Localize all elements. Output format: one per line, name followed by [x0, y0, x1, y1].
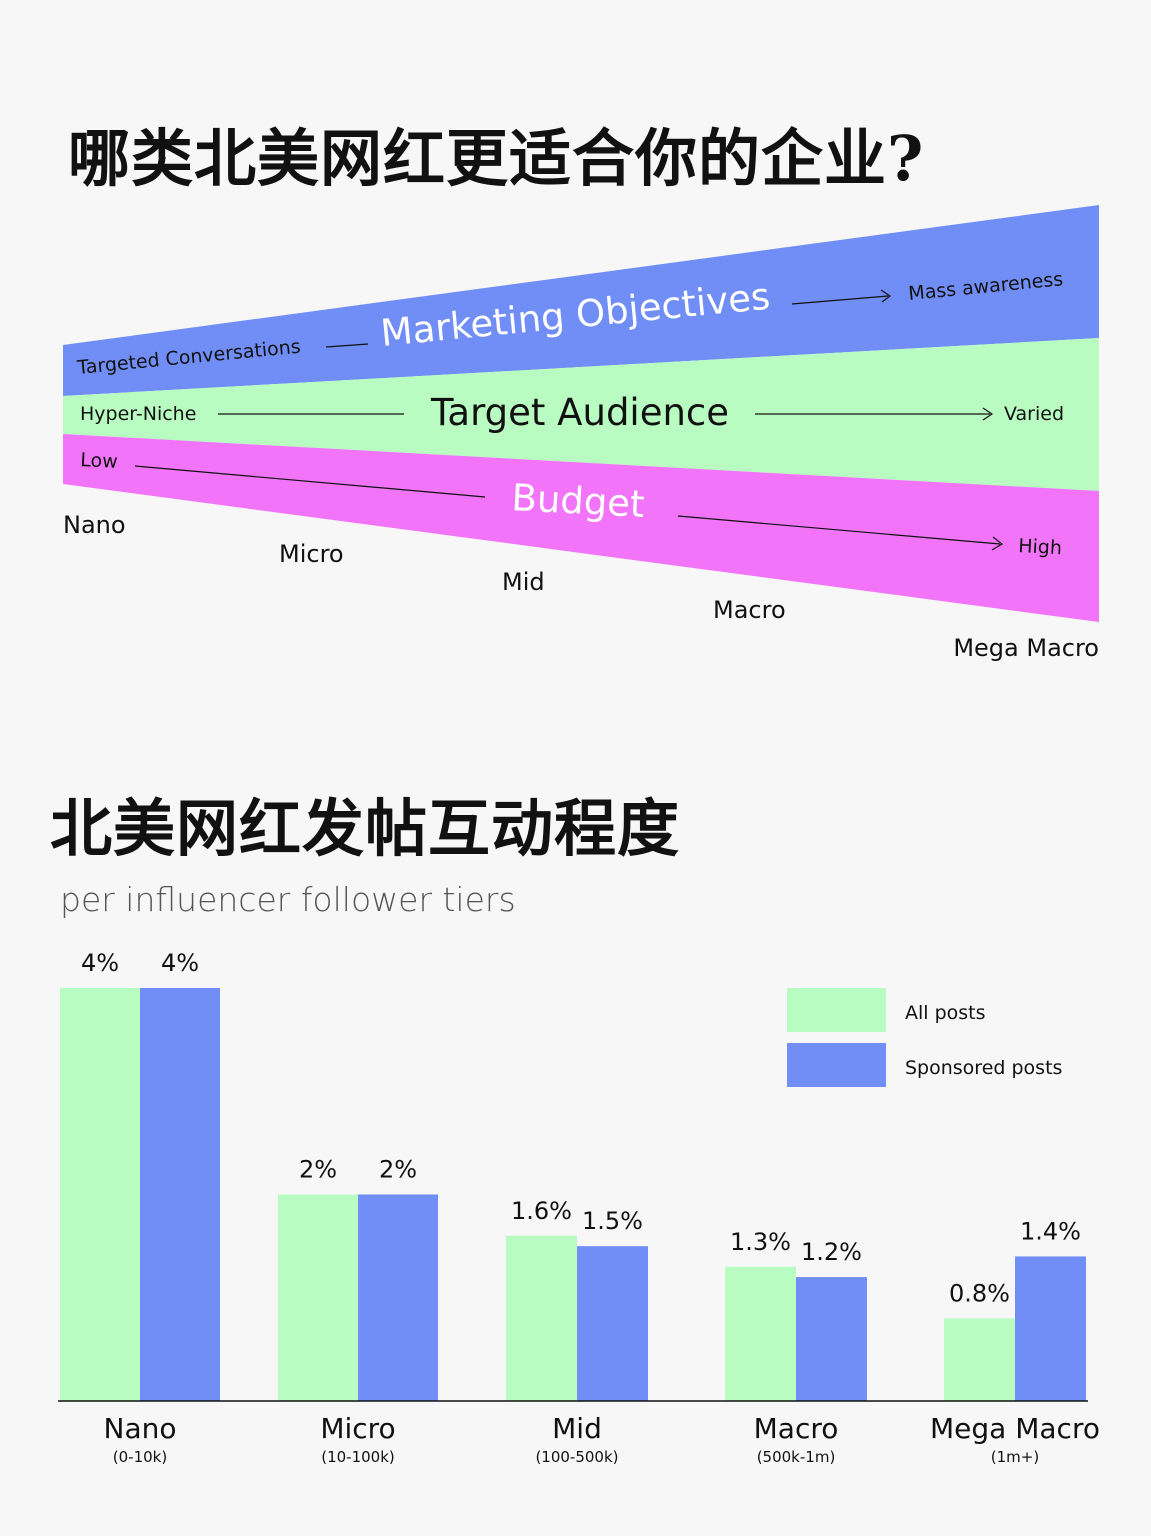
marketing-band — [63, 205, 1099, 396]
data-label-macro-all-posts: 1.3% — [730, 1228, 791, 1256]
budget-band — [63, 434, 1099, 622]
bar-mega-macro-all-posts — [944, 1318, 1015, 1401]
audience-left-label: Hyper-Niche — [80, 403, 196, 425]
bar-mid-sponsored-posts — [577, 1246, 648, 1401]
page-title-top: 哪类北美网红更适合你的企业? — [68, 122, 925, 195]
legend-label-sponsored-posts: Sponsored posts — [905, 1057, 1062, 1079]
x-tick-label-micro: Micro — [320, 1412, 395, 1445]
x-tick-range-nano: (0-10k) — [113, 1448, 167, 1466]
arrow-head-icon — [982, 407, 994, 421]
data-label-mid-sponsored-posts: 1.5% — [582, 1207, 643, 1235]
x-tick-label-macro: Macro — [754, 1412, 839, 1445]
data-label-macro-sponsored-posts: 1.2% — [801, 1238, 862, 1266]
audience-center-label: Target Audience — [430, 391, 729, 434]
tier-label-macro: Macro — [713, 596, 786, 624]
legend-swatch-all-posts — [787, 988, 886, 1032]
tier-label-nano: Nano — [63, 511, 126, 539]
bar-macro-sponsored-posts — [796, 1277, 867, 1401]
x-tick-range-mid: (100-500k) — [535, 1448, 618, 1466]
tier-label-micro: Micro — [279, 540, 344, 568]
audience-right-label: Varied — [1004, 403, 1064, 425]
bar-micro-sponsored-posts — [358, 1194, 438, 1401]
budget-center-label: Budget — [511, 476, 646, 526]
x-tick-range-macro: (500k-1m) — [757, 1448, 836, 1466]
tier-label-mega-macro: Mega Macro — [953, 634, 1099, 662]
legend-label-all-posts: All posts — [905, 1002, 986, 1024]
arrow-head-icon — [991, 536, 1004, 551]
data-label-mega-macro-sponsored-posts: 1.4% — [1020, 1217, 1081, 1245]
x-tick-range-mega-macro: (1m+) — [991, 1448, 1039, 1466]
audience-band — [63, 338, 1099, 491]
chart-subtitle: per influencer follower tiers — [60, 880, 516, 919]
chart-title: 北美网红发帖互动程度 — [50, 792, 681, 865]
data-label-micro-all-posts: 2% — [299, 1156, 337, 1184]
bar-micro-all-posts — [278, 1194, 358, 1401]
data-label-mid-all-posts: 1.6% — [511, 1197, 572, 1225]
budget-left-line — [134, 465, 486, 498]
data-label-micro-sponsored-posts: 2% — [379, 1156, 417, 1184]
budget-left-label: Low — [80, 449, 119, 473]
data-label-mega-macro-all-posts: 0.8% — [949, 1279, 1010, 1307]
x-tick-label-mid: Mid — [552, 1412, 602, 1445]
bar-nano-sponsored-posts — [140, 988, 220, 1401]
x-tick-label-mega-macro: Mega Macro — [930, 1412, 1100, 1445]
tier-label-mid: Mid — [502, 568, 545, 596]
bar-macro-all-posts — [725, 1266, 796, 1401]
bar-mega-macro-sponsored-posts — [1015, 1256, 1086, 1401]
x-tick-range-micro: (10-100k) — [321, 1448, 395, 1466]
marketing-right-arrow — [791, 295, 889, 305]
x-tick-label-nano: Nano — [104, 1412, 177, 1445]
budget-right-label: High — [1018, 535, 1063, 559]
influencer-funnel-diagram: Targeted Conversations Marketing Objecti… — [63, 205, 1099, 662]
arrow-head-icon — [880, 289, 892, 303]
bar-mid-all-posts — [506, 1235, 577, 1401]
bar-nano-all-posts — [60, 988, 140, 1401]
data-label-nano-all-posts: 4% — [81, 949, 119, 977]
chart-legend: All posts Sponsored posts — [787, 988, 1062, 1087]
data-label-nano-sponsored-posts: 4% — [161, 949, 199, 977]
budget-right-arrow — [677, 515, 1001, 545]
marketing-left-line — [325, 343, 369, 348]
legend-swatch-sponsored-posts — [787, 1043, 886, 1087]
